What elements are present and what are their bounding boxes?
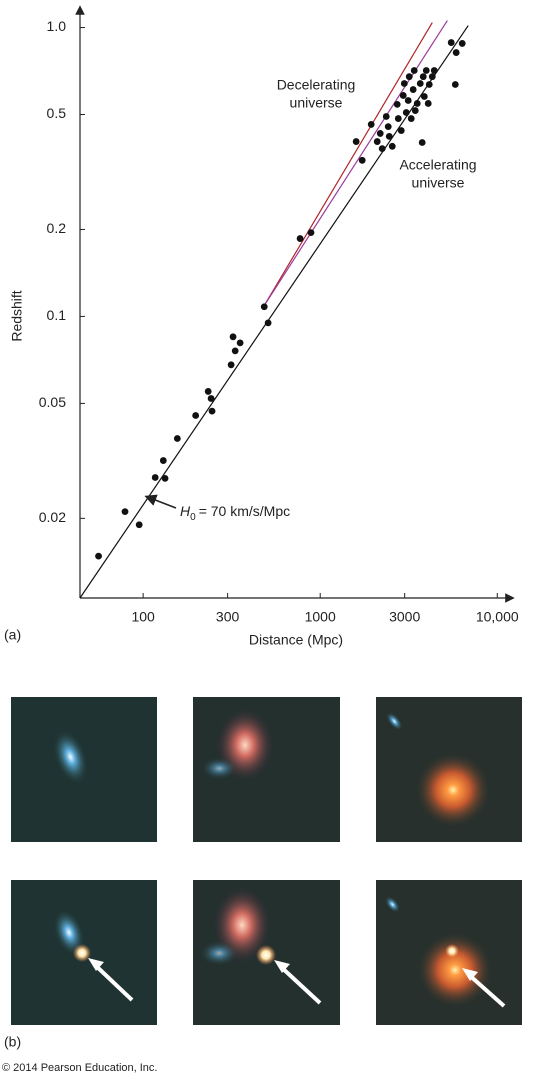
data-point xyxy=(451,81,459,88)
data-point xyxy=(135,521,143,529)
data-point xyxy=(159,457,167,464)
data-point xyxy=(407,115,415,122)
data-point xyxy=(384,123,392,131)
h0-label-part: H xyxy=(180,503,191,519)
data-point xyxy=(307,229,315,237)
data-point xyxy=(373,138,381,145)
h0-pointer xyxy=(144,494,177,509)
data-point xyxy=(236,339,244,347)
annotation: Accelerating xyxy=(399,157,476,173)
data-point xyxy=(402,109,410,116)
data-point xyxy=(173,435,181,442)
copyright: © 2014 Pearson Education, Inc. xyxy=(2,1062,157,1074)
y-tick-label: 0.2 xyxy=(47,220,67,236)
y-tick-label: 0.02 xyxy=(39,509,66,525)
photo xyxy=(11,697,157,842)
data-point xyxy=(410,67,418,74)
data-point xyxy=(151,474,159,481)
h0-label-part: = 70 km/s/Mpc xyxy=(199,503,290,519)
data-point xyxy=(121,508,129,516)
data-point xyxy=(397,127,405,134)
data-point xyxy=(208,407,216,415)
data-point xyxy=(204,388,212,395)
data-point xyxy=(413,100,421,107)
y-tick-label: 0.05 xyxy=(39,394,66,410)
photo xyxy=(376,880,522,1025)
photo xyxy=(193,697,340,842)
data-point xyxy=(296,235,304,242)
panel-label: (b) xyxy=(4,1034,21,1050)
data-point xyxy=(385,132,393,140)
x-axis-label: Distance (Mpc) xyxy=(249,632,343,648)
model-line xyxy=(263,22,433,306)
data-point xyxy=(422,67,430,74)
data-point xyxy=(367,121,375,128)
x-tick-label: 300 xyxy=(216,609,240,625)
data-point xyxy=(424,100,432,107)
data-point xyxy=(264,319,272,327)
data-point xyxy=(399,92,407,99)
data-point xyxy=(430,67,438,74)
y-tick-label: 0.5 xyxy=(47,105,67,121)
data-point xyxy=(192,412,200,419)
data-point xyxy=(458,40,466,47)
data-point xyxy=(419,73,427,81)
data-point xyxy=(400,80,408,87)
data-point xyxy=(376,130,384,137)
y-tick-label: 0.1 xyxy=(47,307,67,323)
data-point xyxy=(388,142,396,150)
annotation: Decelerating xyxy=(277,77,356,93)
data-point xyxy=(95,552,102,560)
model-line xyxy=(263,20,448,306)
data-point xyxy=(428,73,436,81)
data-point xyxy=(394,115,402,122)
data-point xyxy=(227,361,235,369)
photo xyxy=(376,697,522,842)
plot: 100 300 1000 3000 10,000 0.02 0.05 0.1 0.2 0.5 1.0… xyxy=(9,5,519,648)
panel-label: (a) xyxy=(4,627,21,643)
data-point xyxy=(229,333,237,341)
x-tick-label: 1000 xyxy=(305,609,336,625)
data-point xyxy=(382,113,390,120)
data-point xyxy=(231,347,239,355)
photo xyxy=(193,880,340,1025)
annotation: universe xyxy=(290,95,343,111)
data-point xyxy=(416,80,424,87)
h0-label-part: 0 xyxy=(190,512,196,523)
data-point xyxy=(358,156,366,164)
data-point xyxy=(405,73,413,81)
data-point xyxy=(207,395,215,402)
data-point xyxy=(409,86,417,93)
h0-label: H0 = 70 km/s/Mpc xyxy=(180,503,290,523)
data-point xyxy=(447,39,455,46)
data-point xyxy=(425,81,433,88)
data-point xyxy=(260,303,268,311)
x-tick-label: 100 xyxy=(131,609,155,625)
y-tick-label: 1.0 xyxy=(47,18,67,34)
data-point xyxy=(352,138,360,145)
images xyxy=(11,697,522,1025)
data-point xyxy=(161,474,169,482)
data-point xyxy=(452,49,460,56)
data-point xyxy=(420,93,428,100)
data-point xyxy=(393,100,401,108)
annotation: universe xyxy=(412,175,465,191)
y-axis-label: Redshift xyxy=(9,290,25,341)
data-point xyxy=(411,107,419,114)
photo xyxy=(11,880,157,1025)
data-point xyxy=(404,97,412,104)
data-point xyxy=(378,145,386,153)
x-tick-label: 3000 xyxy=(389,609,420,625)
data-point xyxy=(418,139,426,146)
x-tick-label: 10,000 xyxy=(476,609,519,625)
